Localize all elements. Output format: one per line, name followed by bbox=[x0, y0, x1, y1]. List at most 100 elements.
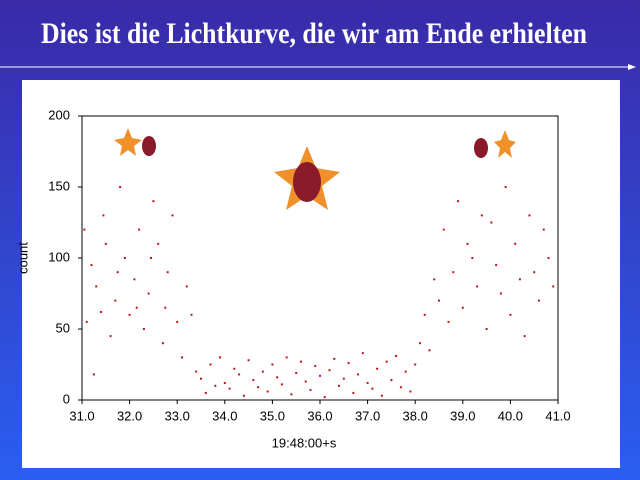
point bbox=[428, 349, 431, 352]
point bbox=[418, 342, 421, 345]
point bbox=[480, 214, 483, 217]
point bbox=[514, 242, 517, 245]
point bbox=[380, 394, 383, 397]
point bbox=[90, 264, 93, 267]
point bbox=[228, 387, 231, 390]
point bbox=[423, 313, 426, 316]
point bbox=[190, 313, 193, 316]
figure bbox=[142, 136, 156, 156]
point bbox=[204, 391, 207, 394]
x-tick-label: 41.0 bbox=[545, 408, 570, 423]
point bbox=[233, 367, 236, 370]
point bbox=[471, 257, 474, 259]
point bbox=[447, 320, 450, 323]
x-tick-label: 34.0 bbox=[212, 408, 237, 423]
point bbox=[542, 228, 545, 231]
point bbox=[438, 299, 440, 302]
point bbox=[200, 377, 202, 380]
point bbox=[223, 381, 226, 384]
point bbox=[102, 214, 105, 217]
y-tick-label: 150 bbox=[48, 178, 70, 193]
point bbox=[157, 242, 160, 245]
point bbox=[537, 299, 540, 302]
x-tick-label: 40.0 bbox=[498, 408, 523, 423]
rule-arrow bbox=[628, 64, 636, 70]
point bbox=[180, 356, 183, 359]
point bbox=[133, 278, 136, 281]
y-tick-label: 200 bbox=[48, 107, 70, 122]
point bbox=[371, 387, 374, 390]
point bbox=[414, 363, 417, 366]
point bbox=[457, 200, 460, 203]
y-axis-label: count bbox=[15, 242, 30, 274]
point bbox=[135, 306, 138, 309]
point bbox=[433, 278, 436, 281]
point bbox=[104, 242, 107, 245]
point bbox=[266, 390, 269, 393]
y-tick-label: 50 bbox=[56, 320, 70, 335]
point bbox=[114, 299, 117, 302]
point bbox=[518, 278, 521, 281]
point bbox=[376, 367, 379, 370]
point bbox=[485, 328, 488, 330]
point bbox=[533, 271, 536, 274]
point bbox=[261, 370, 264, 373]
star bbox=[494, 130, 516, 158]
point bbox=[323, 396, 326, 399]
point bbox=[195, 370, 198, 373]
point bbox=[357, 373, 360, 376]
point bbox=[490, 221, 493, 224]
x-tick-label: 33.0 bbox=[165, 408, 190, 423]
x-tick-label: 36.0 bbox=[307, 408, 332, 423]
point bbox=[123, 257, 126, 259]
star bbox=[114, 128, 142, 156]
point bbox=[219, 356, 222, 359]
y-tick-label: 100 bbox=[48, 249, 70, 264]
point bbox=[338, 384, 341, 387]
point bbox=[385, 360, 388, 363]
point bbox=[361, 352, 364, 355]
point bbox=[314, 364, 317, 367]
point bbox=[142, 328, 145, 330]
point bbox=[452, 271, 455, 274]
x-axis-label: 19:48:00+s bbox=[272, 435, 337, 450]
point bbox=[150, 257, 153, 259]
point bbox=[116, 271, 119, 274]
point bbox=[552, 285, 555, 288]
point bbox=[161, 342, 164, 345]
point bbox=[504, 186, 507, 188]
point bbox=[290, 393, 293, 396]
point bbox=[147, 292, 150, 295]
point bbox=[366, 381, 369, 384]
point bbox=[390, 379, 393, 382]
point bbox=[319, 374, 321, 377]
x-tick-label: 39.0 bbox=[450, 408, 475, 423]
point bbox=[299, 360, 302, 363]
point bbox=[466, 242, 469, 245]
point bbox=[109, 335, 112, 338]
point bbox=[247, 359, 250, 362]
figure bbox=[474, 138, 488, 158]
point bbox=[85, 320, 88, 323]
point bbox=[238, 373, 241, 376]
point bbox=[100, 310, 103, 313]
point bbox=[95, 285, 98, 288]
point bbox=[499, 292, 502, 295]
point bbox=[185, 285, 188, 288]
point bbox=[209, 363, 212, 366]
point bbox=[128, 313, 131, 316]
x-tick-label: 35.0 bbox=[260, 408, 285, 423]
decorations bbox=[114, 128, 516, 210]
point bbox=[509, 313, 512, 316]
point bbox=[242, 394, 245, 397]
x-tick-label: 37.0 bbox=[355, 408, 380, 423]
point bbox=[92, 373, 95, 376]
point bbox=[523, 335, 526, 338]
point bbox=[252, 379, 255, 382]
point bbox=[395, 354, 398, 357]
point bbox=[171, 214, 174, 217]
point bbox=[461, 306, 464, 309]
point bbox=[528, 214, 531, 217]
point bbox=[83, 228, 86, 231]
